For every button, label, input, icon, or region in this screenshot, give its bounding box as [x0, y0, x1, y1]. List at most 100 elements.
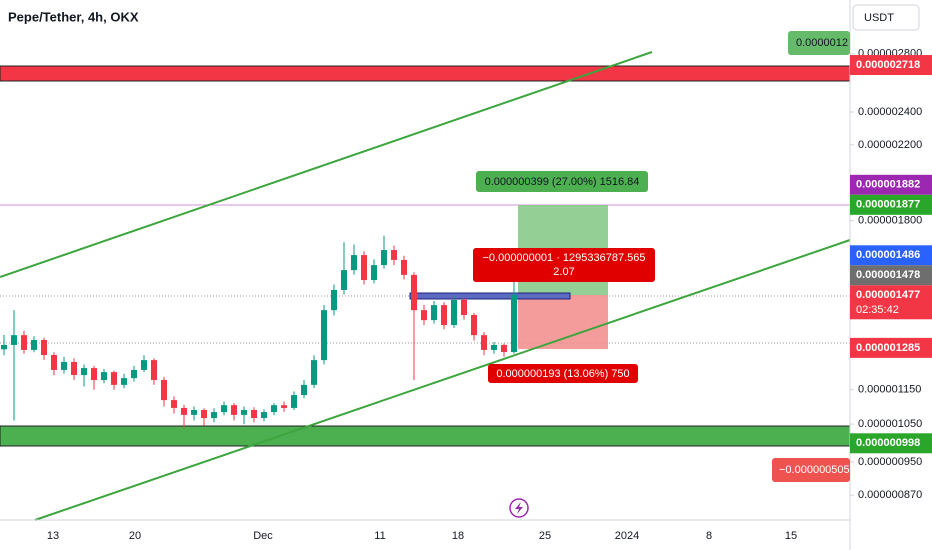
- price-tag: [850, 245, 932, 266]
- info-label: −0.000000001 · 1295336787.565: [482, 252, 645, 264]
- channel-line: [34, 239, 851, 521]
- candle-body: [501, 344, 507, 353]
- candle-body: [471, 314, 477, 336]
- price-tag: [850, 194, 932, 215]
- x-tick-label: 20: [129, 530, 141, 542]
- event-icon[interactable]: [509, 498, 529, 518]
- candle-body: [381, 250, 387, 266]
- y-tick-label: 0.000001050: [858, 418, 922, 430]
- candle-body: [291, 395, 297, 408]
- candle-body: [251, 410, 257, 419]
- candle-body: [141, 360, 147, 370]
- price-tag-label: 0.000001477: [856, 289, 920, 301]
- x-tick-label: 11: [374, 530, 385, 542]
- top-tag: [788, 31, 850, 55]
- candle-body: [331, 289, 337, 311]
- bottom-tag: [772, 458, 850, 482]
- candle-body: [311, 360, 317, 385]
- support-zone: [0, 425, 851, 447]
- y-tick-label: 0.000000870: [858, 489, 922, 501]
- candle-body: [371, 265, 377, 281]
- currency-button[interactable]: [852, 4, 920, 31]
- candle-body: [151, 360, 157, 381]
- candle-body: [401, 259, 407, 275]
- price-tag: [850, 285, 932, 320]
- price-tag: [850, 174, 932, 195]
- candle-body: [341, 270, 347, 290]
- bottom-tag-label: −0.000000505: [779, 464, 850, 476]
- candle-body: [181, 407, 187, 415]
- candle-body: [191, 410, 197, 415]
- x-tick-label: 15: [785, 530, 797, 542]
- candle-body: [91, 368, 97, 381]
- y-tick-label: 0.000002200: [858, 139, 922, 151]
- x-tick-label: 25: [539, 530, 551, 542]
- x-tick-label: 2024: [615, 530, 639, 542]
- candle-body: [481, 335, 487, 350]
- target-label-box: [476, 171, 648, 192]
- candle-body: [221, 405, 227, 413]
- candle-body: [71, 361, 77, 375]
- range-bar: [409, 292, 571, 300]
- stop-label: 0.000000193 (13.06%) 750: [496, 368, 629, 380]
- price-tag: [850, 55, 932, 76]
- x-tick-label: Dec: [253, 530, 273, 542]
- price-tag: [850, 337, 932, 358]
- y-tick-label: 0.000000950: [858, 456, 922, 468]
- candle-body: [211, 412, 217, 419]
- stop-area: [518, 295, 608, 349]
- candle-body: [111, 372, 117, 385]
- candle-body: [201, 410, 207, 419]
- candle-body: [121, 378, 127, 385]
- target-label: 0.000000399 (27.00%) 1516.84: [485, 176, 640, 188]
- price-tag-label: 0.000001486: [856, 249, 920, 261]
- candle-body: [391, 250, 397, 260]
- x-tick-label: 18: [452, 530, 464, 542]
- price-tag-label: 0.000000998: [856, 437, 920, 449]
- candle-body: [271, 405, 277, 413]
- stop-label-box: [488, 364, 638, 383]
- candle-body: [411, 274, 417, 311]
- y-tick-label: 0.000001150: [858, 384, 921, 396]
- y-tick-label: 0.000002400: [858, 106, 922, 118]
- candle-body: [491, 344, 497, 350]
- resistance-zone: [0, 65, 851, 82]
- candle-body: [51, 354, 57, 370]
- candle-body: [351, 255, 357, 271]
- candle-body: [261, 412, 267, 419]
- candle-body: [131, 369, 137, 379]
- candle-body: [11, 335, 17, 345]
- candle-body: [31, 340, 37, 350]
- candle-body: [511, 295, 517, 353]
- info-label: 2.07: [553, 266, 574, 278]
- candle-body: [171, 400, 177, 408]
- top-tag-label: 0.0000012: [796, 37, 848, 49]
- candle-body: [421, 310, 427, 321]
- channel-line: [0, 51, 653, 278]
- price-tag-label: 0.000002718: [856, 59, 920, 71]
- candle-body: [1, 344, 7, 350]
- candle-body: [461, 299, 467, 315]
- candle-body: [451, 299, 457, 326]
- candle-body: [361, 255, 367, 281]
- price-tag: [850, 265, 932, 286]
- price-tag-label: 0.000001877: [856, 199, 920, 211]
- price-tag: [850, 433, 932, 454]
- candle-body: [321, 310, 327, 361]
- candle-body: [41, 340, 47, 355]
- candle-body: [281, 405, 287, 408]
- candle-body: [431, 305, 437, 321]
- candles: [1, 235, 517, 428]
- event-icon-bolt: [515, 502, 523, 514]
- candle-body: [21, 335, 27, 350]
- y-tick-label: 0.000001800: [858, 215, 922, 227]
- x-tick-label: 13: [47, 530, 59, 542]
- price-tag-label: 0.000001882: [856, 179, 920, 191]
- candle-body: [161, 380, 167, 401]
- price-tag-label: 0.000001478: [856, 269, 920, 281]
- candle-body: [231, 405, 237, 415]
- candle-body: [241, 410, 247, 415]
- chart-title: Pepe/Tether, 4h, OKX: [8, 9, 139, 24]
- candle-body: [101, 372, 107, 381]
